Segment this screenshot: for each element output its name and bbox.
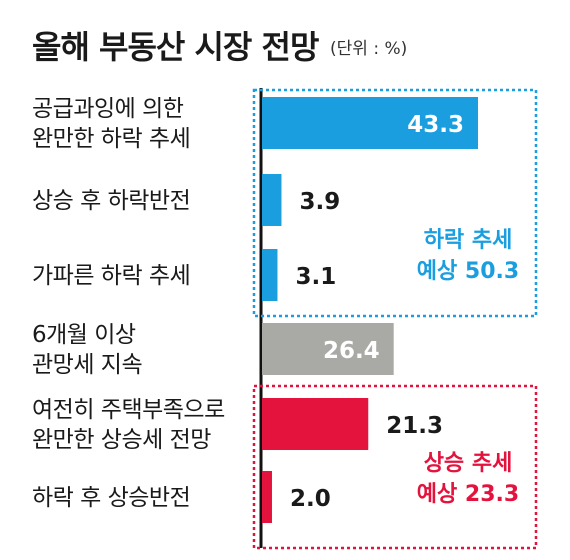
group-box-2	[252, 384, 538, 550]
category-label-1: 공급과잉에 의한	[32, 96, 184, 122]
value-label-4: 26.4	[323, 338, 380, 364]
bar-6	[262, 471, 272, 523]
group-label-2: 예상 23.3	[417, 482, 519, 507]
category-label-4: 관망세 지속	[32, 352, 142, 378]
group-box-1	[252, 88, 538, 318]
category-label-5: 완만한 상승세 전망	[32, 427, 211, 453]
value-label-6: 2.0	[290, 486, 331, 512]
group-label-2: 상승 추세	[424, 451, 513, 476]
value-label-1: 43.3	[407, 112, 464, 138]
bar-5	[262, 398, 369, 450]
category-label-1: 완만한 하락 추세	[32, 126, 190, 152]
unit-label: (단위 : %)	[330, 39, 408, 59]
value-label-2: 3.9	[299, 189, 340, 215]
category-label-6: 하락 후 상승반전	[32, 485, 190, 511]
value-label-5: 21.3	[386, 413, 443, 439]
category-label-3: 가파른 하락 추세	[32, 263, 190, 289]
bar-3	[262, 249, 278, 301]
category-label-4: 6개월 이상	[32, 322, 136, 348]
group-label-1: 예상 50.3	[417, 259, 519, 284]
chart-title: 올해 부동산 시장 전망	[32, 28, 319, 66]
category-label-2: 상승 후 하락반전	[32, 188, 190, 214]
value-label-3: 3.1	[295, 264, 336, 290]
bar-4	[262, 323, 394, 375]
bar-2	[262, 174, 282, 226]
bar-1	[262, 97, 478, 149]
category-label-5: 여전히 주택부족으로	[32, 397, 225, 423]
group-label-1: 하락 추세	[424, 228, 513, 253]
